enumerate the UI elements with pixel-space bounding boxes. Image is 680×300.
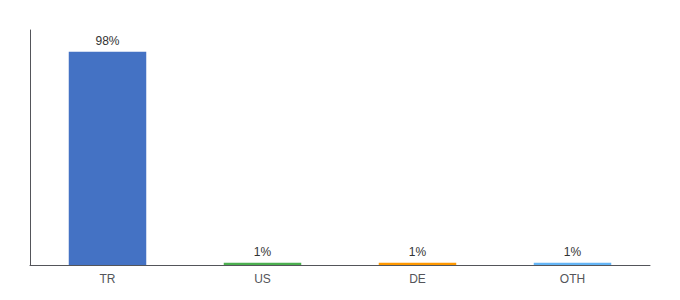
svg-text:DE: DE: [409, 272, 426, 286]
svg-text:98%: 98%: [95, 34, 119, 48]
svg-text:1%: 1%: [409, 245, 427, 259]
svg-text:1%: 1%: [254, 245, 272, 259]
svg-text:TR: TR: [100, 272, 116, 286]
svg-text:OTH: OTH: [560, 272, 585, 286]
svg-text:US: US: [254, 272, 271, 286]
svg-text:1%: 1%: [564, 245, 582, 259]
